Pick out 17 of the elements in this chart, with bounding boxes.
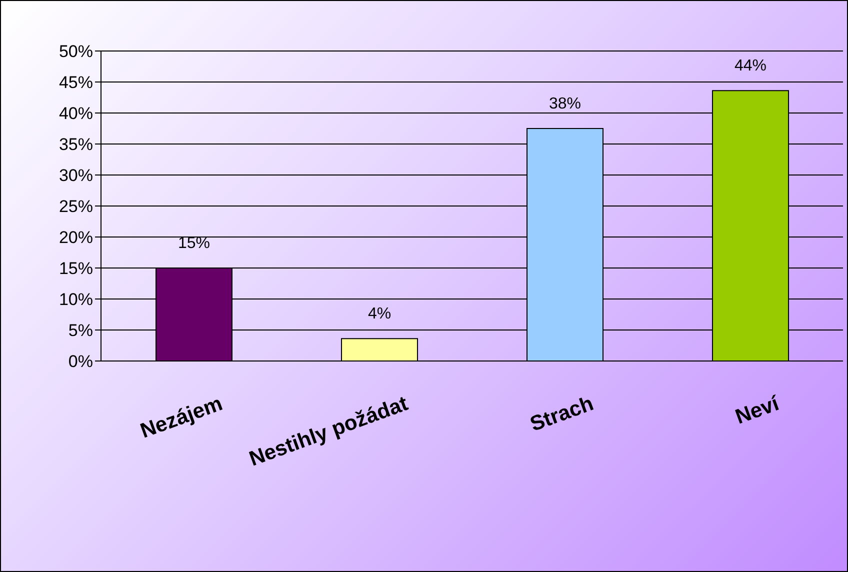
data-label: 44% [734, 58, 767, 75]
x-tick-label: Neví [732, 392, 784, 429]
y-tick-label: 20% [58, 228, 93, 248]
y-tick-label: 50% [58, 42, 93, 62]
y-tick-label: 35% [58, 135, 93, 154]
data-label: 4% [368, 306, 392, 323]
bar [341, 338, 418, 361]
y-tick-label: 0% [68, 352, 93, 372]
y-tick-label: 5% [68, 321, 93, 340]
y-tick-label: 30% [58, 166, 93, 186]
x-tick-label: Strach [527, 392, 596, 436]
data-label: 38% [548, 96, 582, 112]
y-tick-label: 40% [58, 104, 93, 124]
y-tick-label: 45% [58, 73, 93, 92]
y-tick-label: 15% [58, 259, 93, 278]
y-tick-label: 25% [58, 197, 93, 216]
y-tick-label: 10% [58, 290, 93, 310]
